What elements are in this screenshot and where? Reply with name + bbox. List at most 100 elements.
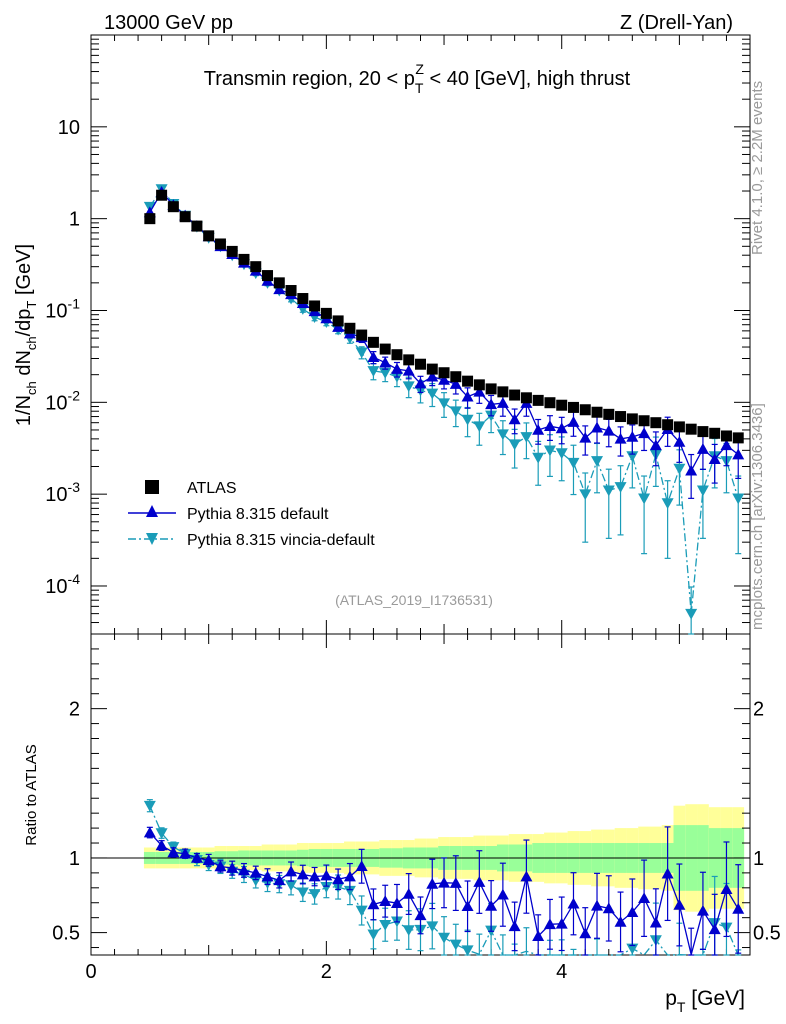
default-ratio-marker: [626, 906, 639, 918]
atlas-marker: [332, 315, 344, 327]
vincia-marker: [673, 463, 686, 475]
plot-title-sub: T: [415, 80, 424, 96]
vincia-marker: [543, 445, 556, 457]
vincia-marker: [496, 429, 509, 441]
vincia-ratio-marker: [308, 889, 321, 900]
vincia-marker: [461, 414, 474, 426]
vincia-marker: [355, 347, 368, 359]
default-marker: [591, 421, 604, 433]
atlas-marker: [673, 421, 685, 433]
default-ratio-marker: [614, 915, 627, 927]
y-main-tick-label: 10-2: [45, 387, 80, 414]
atlas-marker: [426, 363, 438, 375]
default-marker: [273, 283, 286, 295]
default-ratio-marker: [226, 862, 239, 873]
y-ratio-tick-label: 0.5: [52, 923, 80, 945]
atlas-marker: [191, 220, 203, 232]
vincia-ratio-marker: [449, 939, 462, 951]
default-marker: [638, 427, 651, 439]
default-ratio-marker: [167, 846, 180, 858]
default-ratio-marker: [249, 866, 262, 878]
default-marker: [332, 321, 345, 332]
default-ratio-marker: [237, 864, 250, 876]
default-ratio-marker: [673, 898, 686, 910]
vincia-marker: [379, 367, 392, 379]
default-marker: [602, 424, 615, 436]
y-ratio-tick-label: 2: [69, 699, 80, 721]
default-marker: [496, 397, 509, 408]
atlas-marker: [297, 293, 309, 305]
default-ratio-marker: [202, 854, 215, 866]
atlas-marker: [509, 389, 521, 401]
atlas-marker: [697, 426, 709, 438]
default-ratio-marker: [520, 870, 533, 882]
default-marker: [379, 356, 392, 368]
atlas-marker: [167, 201, 179, 213]
default-ratio-marker: [343, 870, 356, 882]
default-ratio-marker: [390, 897, 403, 908]
y-ratio-label: Ratio to ATLAS: [23, 744, 40, 845]
default-ratio-marker: [555, 917, 568, 929]
y-main-tick-label: 10-3: [45, 479, 80, 506]
vincia-marker: [426, 388, 439, 400]
atlas-marker: [403, 354, 415, 366]
default-marker: [438, 374, 451, 385]
energy-label: 13000 GeV pp: [104, 12, 233, 34]
atlas-marker: [685, 423, 697, 435]
default-ratio-marker: [461, 900, 474, 912]
vincia-ratio-marker: [461, 945, 474, 957]
x-tick-label: 2: [321, 961, 332, 983]
vincia-ratio-marker: [426, 921, 439, 933]
vincia-marker: [520, 432, 533, 443]
vincia-ratio-marker: [296, 887, 309, 899]
default-marker: [614, 432, 627, 444]
default-marker: [532, 423, 545, 435]
default-ratio-marker: [296, 868, 309, 880]
vincia-marker: [449, 406, 462, 418]
vincia-marker: [555, 448, 568, 460]
vincia-ratio-marker: [155, 828, 168, 840]
atlas-marker: [250, 261, 262, 273]
default-marker: [414, 377, 427, 389]
default-ratio-marker: [567, 897, 580, 909]
atlas-marker: [662, 419, 674, 431]
vincia-marker: [567, 457, 580, 469]
atlas-marker: [379, 343, 391, 355]
vincia-ratio-marker: [438, 932, 451, 944]
vincia-marker: [579, 489, 592, 501]
default-ratio-marker: [332, 873, 345, 885]
vincia-marker: [732, 493, 745, 505]
default-ratio-marker: [696, 904, 709, 916]
default-ratio-marker: [579, 927, 592, 939]
atlas-marker: [473, 379, 485, 391]
legend-default-label: Pythia 8.315 default: [187, 506, 329, 523]
mcplots-label: mcplots.cern.ch [arXiv:1306.3436]: [749, 403, 766, 630]
vincia-marker: [696, 485, 709, 497]
default-marker: [626, 430, 639, 442]
vincia-ratio-marker: [626, 943, 639, 955]
atlas-marker: [732, 432, 744, 444]
default-ratio-marker: [367, 898, 380, 910]
default-ratio-marker: [449, 877, 462, 888]
atlas-marker: [367, 336, 379, 348]
atlas-marker: [415, 358, 426, 370]
default-line: [149, 190, 739, 473]
default-ratio-marker: [414, 909, 427, 921]
default-marker: [649, 439, 662, 451]
vincia-ratio-marker: [320, 882, 333, 893]
vincia-marker: [402, 381, 415, 393]
plot-title: Transmin region, 20 < pTZ < 40 [GeV], hi…: [204, 61, 631, 96]
atlas-marker: [650, 417, 662, 429]
default-marker: [567, 416, 580, 427]
default-ratio-marker: [426, 877, 439, 889]
atlas-marker: [320, 307, 332, 319]
y-main-tick-label: 10-1: [45, 295, 80, 322]
default-marker: [508, 413, 521, 425]
plot-title-suffix: < 40 [GeV], high thrust: [424, 68, 631, 90]
vincia-marker: [367, 366, 380, 377]
default-ratio-marker: [308, 870, 321, 882]
atlas-marker: [156, 189, 168, 201]
default-marker: [732, 448, 745, 460]
legend-default-marker: [146, 505, 158, 517]
atlas-marker: [485, 383, 497, 395]
